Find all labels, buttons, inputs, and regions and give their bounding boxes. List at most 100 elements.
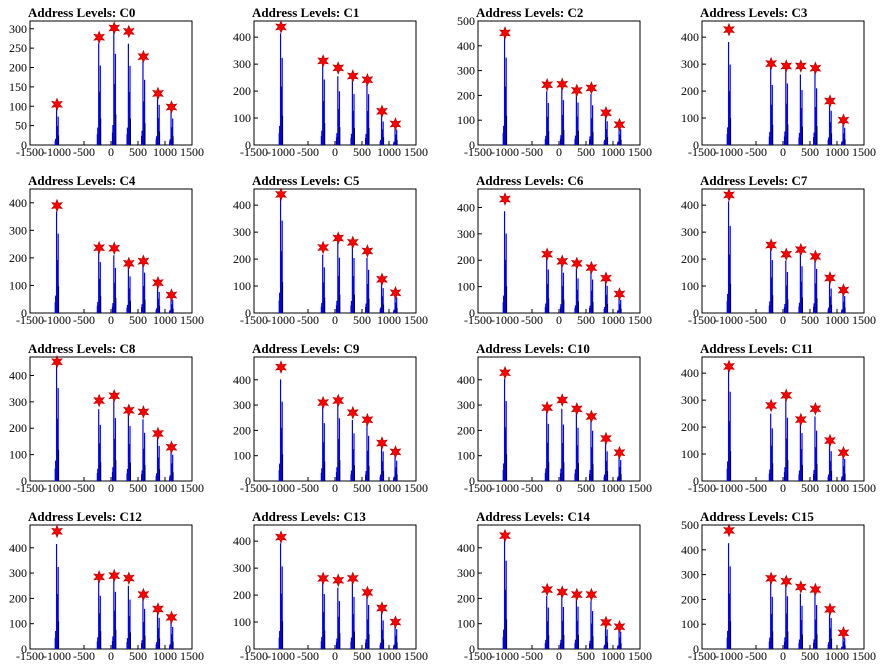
- y-tick-label: 400: [457, 39, 475, 53]
- y-tick-label: 300: [681, 225, 699, 239]
- y-tick-label: 300: [233, 57, 251, 71]
- y-tick-label: 200: [457, 591, 475, 605]
- y-tick-label: 200: [681, 252, 699, 266]
- x-tick-label: 500: [353, 313, 371, 327]
- y-tick-label: 400: [9, 196, 27, 210]
- x-tick-label: 0: [108, 145, 114, 159]
- y-tick-label: 50: [15, 119, 27, 133]
- peak-marker: [389, 117, 402, 131]
- y-tick-label: 0: [21, 474, 27, 488]
- peak-marker: [361, 412, 374, 427]
- x-tick-label: 500: [129, 481, 147, 495]
- chart-title: Address Levels: C0: [28, 5, 135, 20]
- peak-marker: [51, 524, 63, 539]
- x-tick-label: 500: [577, 481, 595, 495]
- peak-marker: [332, 231, 345, 245]
- peak-marker: [723, 359, 735, 374]
- plot-frame: [701, 356, 865, 482]
- x-tick-label: -1500: [688, 649, 716, 663]
- y-tick-label: 100: [681, 617, 699, 631]
- y-tick-label: 400: [233, 30, 251, 44]
- plot-frame: [253, 356, 417, 482]
- y-tick-label: 400: [681, 198, 699, 212]
- chart-title: Address Levels: C9: [252, 341, 360, 356]
- peak-marker: [809, 401, 822, 416]
- peak-marker: [376, 436, 388, 450]
- x-tick-label: -500: [745, 145, 767, 159]
- peak-marker: [389, 445, 402, 459]
- peak-marker: [570, 402, 583, 416]
- peak-marker: [376, 601, 388, 615]
- x-tick-label: -1500: [688, 313, 716, 327]
- peak-marker: [152, 275, 164, 290]
- x-tick-label: -1500: [688, 145, 716, 159]
- peak-marker: [723, 523, 735, 538]
- x-tick-label: 0: [780, 649, 786, 663]
- y-tick-label: 100: [457, 280, 475, 294]
- chart-panel: Address Levels: C5 0 100 200 300 400 -1500 -100…: [233, 173, 428, 327]
- chart-title: Address Levels: C10: [476, 341, 590, 356]
- peak-marker: [780, 388, 793, 403]
- chart-title: Address Levels: C12: [28, 509, 142, 524]
- x-tick-label: -1500: [464, 649, 492, 663]
- peak-marker: [809, 582, 822, 597]
- plot-frame: [477, 524, 641, 650]
- x-tick-label: 0: [556, 649, 562, 663]
- peak-marker: [165, 100, 178, 114]
- peak-marker: [152, 426, 164, 441]
- peak-marker: [837, 113, 850, 128]
- peak-marker: [556, 585, 569, 599]
- x-tick-label: -1500: [464, 145, 492, 159]
- x-tick-label: -1500: [240, 313, 268, 327]
- y-tick-label: 400: [457, 541, 475, 555]
- x-tick-label: 500: [353, 649, 371, 663]
- peak-marker: [389, 285, 402, 300]
- y-tick-label: 200: [233, 588, 251, 602]
- x-tick-label: -1000: [43, 145, 71, 159]
- peak-marker: [108, 21, 121, 35]
- x-tick-label: 500: [801, 649, 819, 663]
- y-tick-label: 100: [233, 449, 251, 463]
- x-tick-label: -500: [73, 313, 95, 327]
- peak-marker: [585, 260, 598, 275]
- peak-marker: [499, 192, 511, 206]
- y-tick-label: 0: [469, 642, 475, 656]
- x-tick-label: 1500: [852, 145, 876, 159]
- y-tick-label: 400: [457, 373, 475, 387]
- y-tick-label: 400: [9, 368, 27, 382]
- x-tick-label: -1000: [715, 649, 743, 663]
- x-tick-label: -500: [73, 481, 95, 495]
- chart-panel: Address Levels: C12 0 100 200 300 400 -1500 -10…: [9, 509, 204, 663]
- y-tick-label: 100: [457, 617, 475, 631]
- peak-marker: [765, 571, 778, 586]
- y-tick-label: 300: [233, 398, 251, 412]
- peak-marker: [541, 400, 554, 415]
- y-tick-label: 0: [469, 306, 475, 320]
- x-tick-label: 0: [556, 481, 562, 495]
- y-tick-label: 200: [681, 84, 699, 98]
- peak-marker: [122, 24, 135, 39]
- peak-marker: [556, 77, 569, 92]
- plot-frame: [29, 20, 193, 146]
- y-tick-label: 100: [9, 278, 27, 292]
- y-tick-label: 300: [9, 22, 27, 36]
- y-tick-label: 0: [693, 474, 699, 488]
- x-tick-label: 1000: [825, 649, 849, 663]
- y-tick-label: 100: [9, 99, 27, 113]
- x-tick-label: 500: [577, 145, 595, 159]
- peak-marker: [317, 395, 330, 410]
- x-tick-label: -1000: [491, 481, 519, 495]
- peak-marker: [570, 256, 583, 271]
- chart-panel: Address Levels: C9 0 100 200 300 400 -1500 -100…: [233, 341, 428, 495]
- chart-title: Address Levels: C13: [252, 509, 366, 524]
- x-tick-label: 1500: [628, 313, 652, 327]
- x-tick-label: 1500: [404, 481, 428, 495]
- chart-title: Address Levels: C1: [252, 5, 359, 20]
- x-tick-label: 1500: [404, 649, 428, 663]
- x-tick-label: 1000: [825, 481, 849, 495]
- peak-marker: [794, 412, 807, 427]
- peak-marker: [780, 59, 793, 73]
- x-tick-label: 1000: [153, 481, 177, 495]
- y-tick-label: 100: [457, 113, 475, 127]
- x-tick-label: 1000: [153, 649, 177, 663]
